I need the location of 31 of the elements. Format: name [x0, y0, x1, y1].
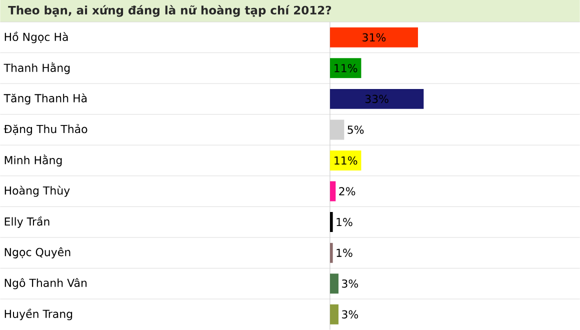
data-label: 11%: [334, 64, 358, 72]
bar: [330, 304, 338, 324]
y-tick-label: Minh Hằng: [4, 154, 62, 166]
data-label: 3%: [342, 310, 358, 319]
data-label: 33%: [365, 94, 388, 104]
bar: [330, 181, 336, 202]
bar: [330, 120, 344, 140]
bar: [330, 150, 362, 170]
y-tick-label: Đặng Thu Thảo: [4, 124, 88, 136]
y-tick-label: Ngô Thanh Vân: [4, 278, 87, 290]
data-label: 2%: [339, 187, 356, 196]
y-tick-label: Ngọc Quyên: [4, 247, 70, 258]
bar: [330, 27, 418, 48]
bar: [330, 212, 333, 232]
bar: [330, 58, 362, 78]
data-label: 5%: [348, 126, 364, 134]
data-label: 3%: [342, 279, 358, 288]
bar: [330, 242, 333, 263]
y-tick-label: Thanh Hằng: [4, 62, 70, 74]
y-tick-label: Hồ Ngọc Hà: [4, 32, 68, 44]
data-label: 1%: [336, 248, 352, 257]
bar: [330, 274, 338, 294]
y-tick-label: Tăng Thanh Hà: [4, 93, 87, 104]
data-label: 31%: [362, 33, 386, 42]
y-tick-label: Hoàng Thùy: [4, 186, 70, 197]
y-tick-label: Elly Trần: [4, 216, 50, 228]
bar: [330, 88, 424, 109]
data-label: 1%: [336, 218, 352, 226]
text: Theo bạn, ai xứng đáng là nữ hoàng tạp chí 2012?: [8, 5, 332, 17]
y-tick-label: Huyền Trang: [4, 308, 72, 320]
data-label: 11%: [334, 156, 358, 165]
